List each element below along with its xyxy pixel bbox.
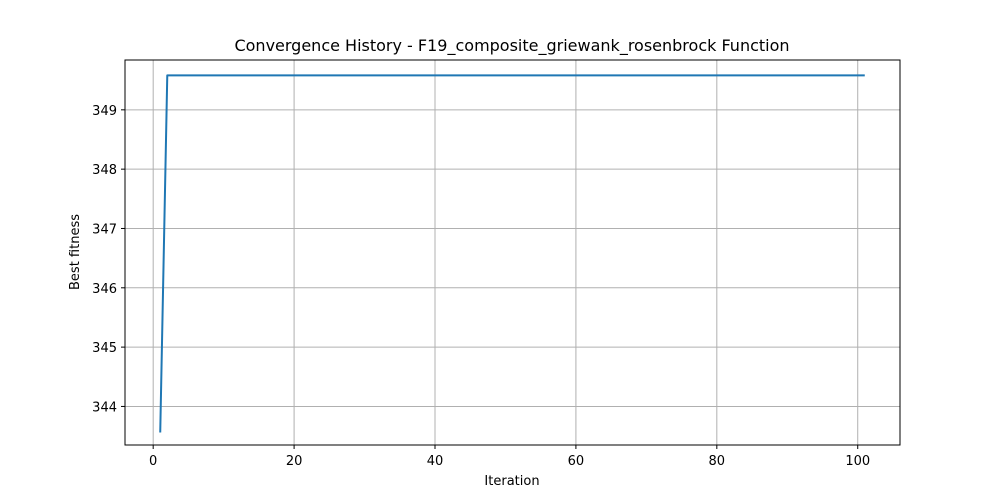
- y-tick-label: 349: [92, 104, 117, 119]
- x-tick-label: 0: [149, 454, 157, 469]
- x-tick-label: 80: [709, 454, 726, 469]
- x-axis-label: Iteration: [484, 474, 539, 489]
- x-tick-label: 100: [845, 454, 870, 469]
- y-tick-label: 344: [92, 400, 117, 415]
- y-tick-label: 347: [92, 222, 117, 237]
- plot-frame: [124, 59, 901, 446]
- series-line: [159, 74, 865, 433]
- y-axis-label: Best fitness: [68, 214, 83, 290]
- grid: [125, 60, 900, 445]
- x-tick-label: 60: [568, 454, 585, 469]
- y-tick-label: 346: [92, 282, 117, 297]
- x-tick-label: 20: [286, 454, 303, 469]
- y-tick-label: 345: [92, 341, 117, 356]
- plot-area: [159, 74, 865, 433]
- ticks: 0 20 40 60 80 100 344 345 346 347 348 349: [92, 104, 870, 469]
- chart-title: Convergence History - F19_composite_grie…: [234, 36, 789, 56]
- y-tick-label: 348: [92, 163, 117, 178]
- x-tick-label: 40: [427, 454, 444, 469]
